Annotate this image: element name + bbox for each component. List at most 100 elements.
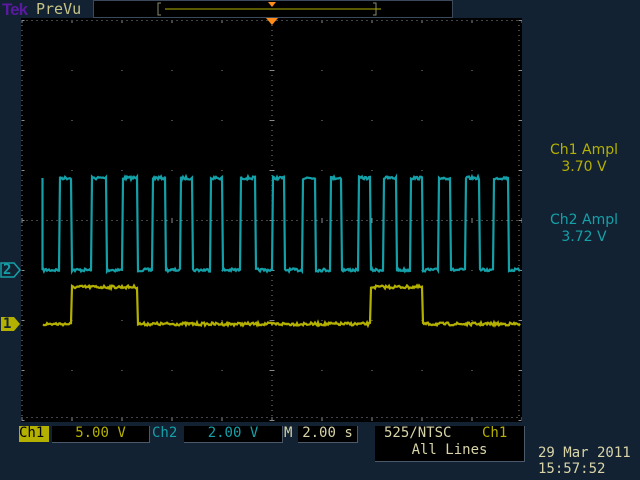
tick bbox=[331, 220, 333, 221]
grid-dot bbox=[371, 420, 373, 421]
ch2-marker-label: 2 bbox=[3, 262, 12, 278]
tick bbox=[136, 417, 138, 418]
tick bbox=[518, 340, 520, 341]
tick bbox=[518, 220, 522, 221]
tick bbox=[21, 100, 23, 101]
tick bbox=[21, 40, 23, 41]
tick bbox=[518, 195, 520, 196]
tick bbox=[376, 220, 378, 221]
tick bbox=[121, 417, 123, 420]
tick bbox=[21, 190, 23, 191]
tick bbox=[518, 285, 520, 286]
grid-dot bbox=[221, 420, 223, 421]
grid-dot bbox=[221, 320, 223, 321]
tick bbox=[496, 220, 498, 221]
tick bbox=[116, 20, 118, 21]
tick bbox=[241, 417, 243, 418]
tick bbox=[211, 220, 213, 221]
tick bbox=[21, 245, 23, 246]
tick bbox=[518, 250, 520, 251]
tick bbox=[291, 20, 293, 21]
tick bbox=[21, 215, 23, 216]
tick bbox=[221, 20, 223, 23]
tick bbox=[486, 220, 488, 221]
ch1-scale[interactable]: 5.00 V bbox=[52, 426, 150, 443]
tick bbox=[81, 220, 83, 221]
tick bbox=[221, 417, 223, 420]
tick bbox=[518, 150, 520, 151]
tick bbox=[406, 220, 408, 221]
tick bbox=[326, 20, 328, 21]
tick bbox=[21, 160, 23, 161]
tick bbox=[76, 417, 78, 418]
tick bbox=[271, 345, 273, 346]
tick bbox=[31, 417, 33, 418]
tick bbox=[31, 220, 33, 221]
tick bbox=[381, 20, 383, 21]
tick bbox=[311, 220, 313, 221]
tick bbox=[21, 95, 23, 96]
grid-dot bbox=[471, 70, 473, 71]
tick bbox=[161, 20, 163, 21]
tick bbox=[271, 380, 273, 381]
tick bbox=[506, 220, 508, 221]
tick bbox=[518, 265, 520, 266]
tick bbox=[421, 20, 423, 23]
tick bbox=[396, 20, 398, 21]
tick bbox=[21, 230, 23, 231]
tick bbox=[21, 405, 23, 406]
tick bbox=[426, 20, 428, 21]
tick bbox=[518, 230, 520, 231]
tick bbox=[231, 220, 233, 221]
tick bbox=[141, 220, 143, 221]
tick bbox=[311, 20, 313, 21]
tick bbox=[521, 218, 522, 223]
tick bbox=[451, 220, 453, 221]
tick bbox=[371, 20, 373, 23]
tick bbox=[21, 320, 25, 321]
tick bbox=[381, 417, 383, 418]
tick bbox=[518, 100, 520, 101]
tick bbox=[518, 120, 522, 121]
tick bbox=[236, 220, 238, 221]
tick bbox=[271, 105, 273, 106]
tick bbox=[518, 330, 520, 331]
tick bbox=[441, 220, 443, 221]
trigger-source: Ch1 bbox=[482, 425, 508, 441]
tick bbox=[321, 20, 323, 23]
timebase-scale[interactable]: 2.00 s bbox=[298, 426, 358, 443]
tick bbox=[271, 115, 273, 116]
tick bbox=[361, 417, 363, 418]
tick bbox=[276, 417, 278, 418]
tick bbox=[286, 20, 288, 21]
tick bbox=[426, 220, 428, 221]
tick bbox=[306, 417, 308, 418]
waveform-display[interactable] bbox=[21, 18, 522, 422]
tick bbox=[401, 220, 403, 221]
tick bbox=[518, 395, 520, 396]
trigger-readout[interactable]: 525/NTSC Ch1 All Lines bbox=[375, 426, 525, 462]
ch1-label[interactable]: Ch1 bbox=[19, 426, 49, 442]
tick bbox=[21, 355, 23, 356]
tick bbox=[206, 220, 208, 221]
tick bbox=[386, 220, 388, 221]
ch2-scale[interactable]: 2.00 V bbox=[184, 426, 283, 443]
tick bbox=[131, 417, 133, 418]
tick bbox=[296, 417, 298, 418]
tick bbox=[256, 20, 258, 21]
tick bbox=[486, 20, 488, 21]
ch2-label[interactable]: Ch2 bbox=[152, 425, 178, 441]
tick bbox=[518, 205, 520, 206]
tick bbox=[21, 165, 23, 166]
tick bbox=[81, 417, 83, 418]
tick bbox=[518, 215, 520, 216]
tick bbox=[21, 20, 23, 23]
trigger-position-icon[interactable] bbox=[264, 17, 294, 47]
tick bbox=[256, 417, 258, 418]
tick bbox=[21, 417, 23, 420]
tick bbox=[21, 135, 23, 136]
grid-dot bbox=[171, 320, 173, 321]
ch1-ground-marker[interactable]: 1 bbox=[0, 316, 24, 333]
tick bbox=[61, 417, 63, 418]
ch2-ground-marker[interactable]: 2 bbox=[0, 262, 24, 279]
